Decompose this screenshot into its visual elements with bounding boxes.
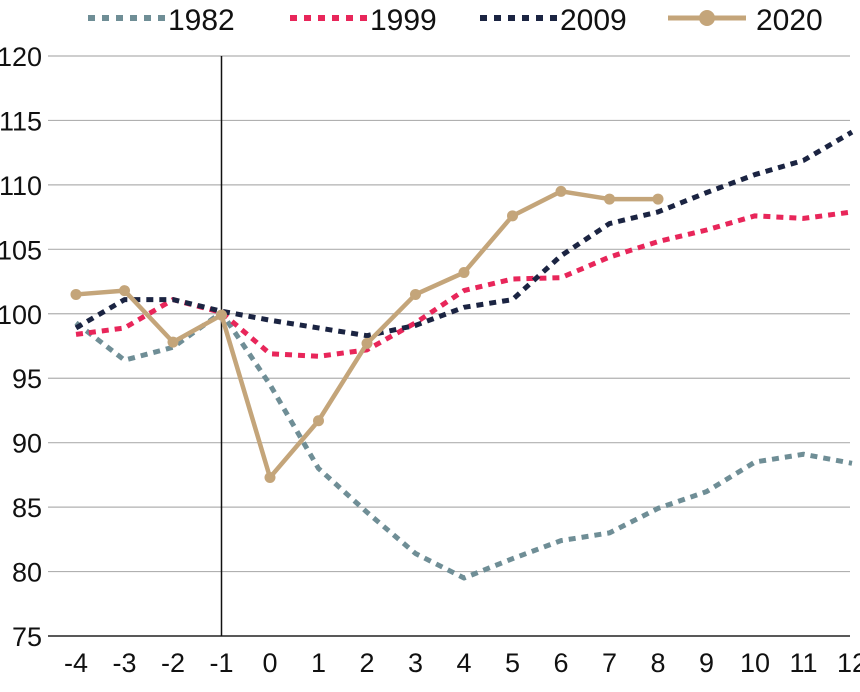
x-tick-label: 9 — [699, 648, 714, 678]
x-tick-label: -1 — [209, 648, 233, 678]
y-tick-label: 115 — [0, 106, 42, 136]
legend-label: 1982 — [168, 4, 235, 37]
y-tick-label: 85 — [12, 493, 42, 523]
y-tick-label: 90 — [12, 429, 42, 459]
y-tick-label: 105 — [0, 235, 42, 265]
data-point-2020 — [264, 471, 276, 483]
data-point-2020 — [555, 185, 567, 197]
x-tick-label: -2 — [161, 648, 185, 678]
y-tick-label: 95 — [12, 364, 42, 394]
x-tick-label: 8 — [650, 648, 665, 678]
x-tick-label: 10 — [740, 648, 770, 678]
data-point-2020 — [604, 193, 615, 205]
x-tick-label: 3 — [408, 648, 423, 678]
series-line-1982 — [74, 309, 853, 581]
legend-label: 2020 — [756, 4, 823, 37]
data-point-2020 — [410, 288, 421, 300]
data-point-2020 — [70, 288, 82, 300]
legend-marker-2020 — [699, 10, 715, 26]
y-tick-label: 75 — [12, 622, 42, 652]
x-tick-label: 4 — [456, 648, 471, 678]
data-point-2020 — [458, 267, 470, 279]
data-point-2020 — [361, 337, 373, 349]
data-point-2020 — [119, 285, 130, 297]
x-tick-label: 11 — [789, 648, 817, 678]
y-tick-label: 110 — [0, 171, 42, 201]
data-point-2020 — [216, 309, 227, 321]
data-point-2020 — [507, 210, 518, 222]
data-point-2020 — [313, 415, 324, 427]
series-line-1999 — [75, 209, 853, 359]
y-tick-label: 100 — [0, 300, 42, 330]
x-tick-label: 2 — [359, 648, 374, 678]
series-line-2009 — [74, 129, 854, 339]
x-tick-label: 7 — [602, 648, 617, 678]
y-tick-label: 80 — [12, 558, 42, 588]
y-tick-label: 120 — [0, 42, 42, 72]
x-tick-label: -3 — [112, 648, 136, 678]
data-point-2020 — [167, 336, 179, 348]
x-tick-label: 6 — [553, 648, 568, 678]
data-point-2020 — [652, 193, 664, 205]
x-tick-label: 12 — [837, 648, 860, 678]
legend-label: 2009 — [560, 4, 627, 37]
legend-label: 1999 — [370, 4, 437, 37]
x-tick-label: 0 — [262, 648, 277, 678]
x-tick-label: 1 — [311, 648, 326, 678]
x-tick-label: -4 — [64, 648, 88, 678]
x-tick-label: 5 — [505, 648, 520, 678]
